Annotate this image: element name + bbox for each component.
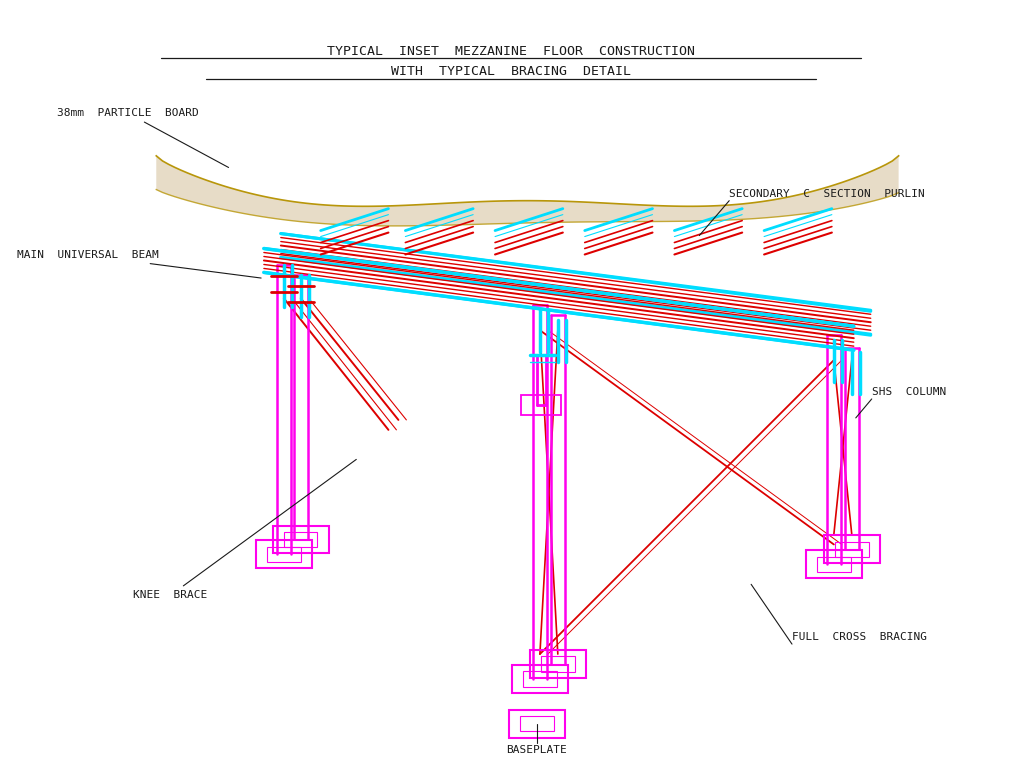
Text: TYPICAL  INSET  MEZZANINE  FLOOR  CONSTRUCTION: TYPICAL INSET MEZZANINE FLOOR CONSTRUCTI…: [327, 45, 695, 58]
Text: WITH  TYPICAL  BRACING  DETAIL: WITH TYPICAL BRACING DETAIL: [391, 65, 631, 78]
Text: BASEPLATE: BASEPLATE: [507, 744, 567, 755]
Text: SECONDARY  C  SECTION  PURLIN: SECONDARY C SECTION PURLIN: [730, 188, 925, 199]
Polygon shape: [156, 156, 898, 226]
Text: MAIN  UNIVERSAL  BEAM: MAIN UNIVERSAL BEAM: [16, 250, 262, 278]
Text: SHS  COLUMN: SHS COLUMN: [872, 387, 946, 397]
Text: 38mm  PARTICLE  BOARD: 38mm PARTICLE BOARD: [56, 108, 229, 167]
Text: FULL  CROSS  BRACING: FULL CROSS BRACING: [792, 632, 927, 642]
Text: KNEE  BRACE: KNEE BRACE: [133, 459, 357, 601]
